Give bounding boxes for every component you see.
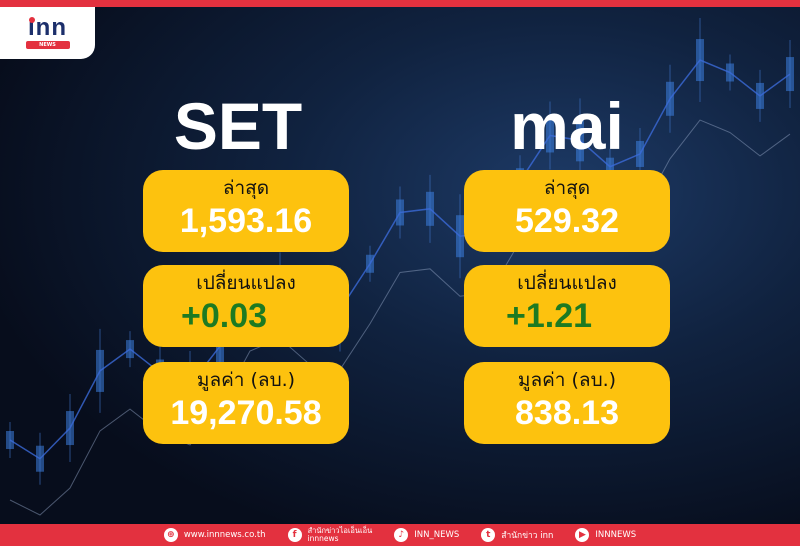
mai-last-value: 529.32	[515, 202, 619, 240]
tiktok-icon: ♪	[394, 528, 409, 542]
facebook-icon: f	[287, 528, 302, 542]
footer: ⊕ www.innnews.co.th f สำนักข่าวไอเอ็นเอ็น i…	[0, 524, 800, 546]
mai-last-label: ล่าสุด	[543, 177, 591, 199]
twitter-text: สำนักข่าว inn	[501, 531, 554, 541]
set-value-card: มูลค่า (ลบ.) 19,270.58	[143, 362, 349, 444]
youtube-icon: ▶	[575, 528, 590, 542]
mai-value-card: มูลค่า (ลบ.) 838.13	[464, 362, 670, 444]
set-last-value: 1,593.16	[179, 202, 313, 240]
logo-news: NEWS	[25, 41, 70, 49]
mai-value-value: 838.13	[515, 394, 619, 432]
mai-title: mai	[510, 89, 624, 163]
footer-facebook[interactable]: f สำนักข่าวไอเอ็นเอ็น innnews	[287, 526, 373, 543]
footer-twitter[interactable]: t สำนักข่าว inn	[481, 528, 553, 542]
mai-change-value: +1.21	[506, 297, 593, 335]
set-change-card: เปลี่ยนแปลง +0.03	[143, 265, 349, 347]
mai-value-label: มูลค่า (ลบ.)	[517, 369, 617, 391]
facebook-text: สำนักข่าวไอเอ็นเอ็น	[307, 526, 373, 535]
bg-mark	[9, 119, 791, 516]
footer-youtube[interactable]: ▶ INNNEWS	[575, 528, 636, 542]
inn-news-logo: ınn NEWS	[0, 7, 95, 59]
set-last-card: ล่าสุด 1,593.16	[143, 170, 349, 252]
mai-change-label: เปลี่ยนแปลง	[517, 272, 617, 294]
footer-website[interactable]: ⊕ www.innnews.co.th	[163, 528, 266, 542]
top-bar	[0, 0, 800, 7]
set-title: SET	[173, 89, 303, 163]
tiktok-text: INN_NEWS	[414, 530, 460, 540]
mai-last-card: ล่าสุด 529.32	[464, 170, 670, 252]
twitter-icon: t	[481, 528, 496, 542]
set-change-value: +0.03	[181, 297, 268, 335]
website-text: www.innnews.co.th	[183, 530, 266, 540]
mai-change-card: เปลี่ยนแปลง +1.21	[464, 265, 670, 347]
set-value-value: 19,270.58	[170, 394, 322, 432]
footer-tiktok[interactable]: ♪ INN_NEWS	[394, 528, 459, 542]
bg-mark	[9, 59, 791, 460]
set-last-label: ล่าสุด	[222, 177, 270, 199]
youtube-text: INNNEWS	[595, 530, 637, 540]
globe-icon: ⊕	[163, 528, 178, 542]
facebook-sub: innnews	[307, 534, 339, 543]
set-value-label: มูลค่า (ลบ.)	[196, 369, 296, 391]
set-change-label: เปลี่ยนแปลง	[196, 272, 296, 294]
